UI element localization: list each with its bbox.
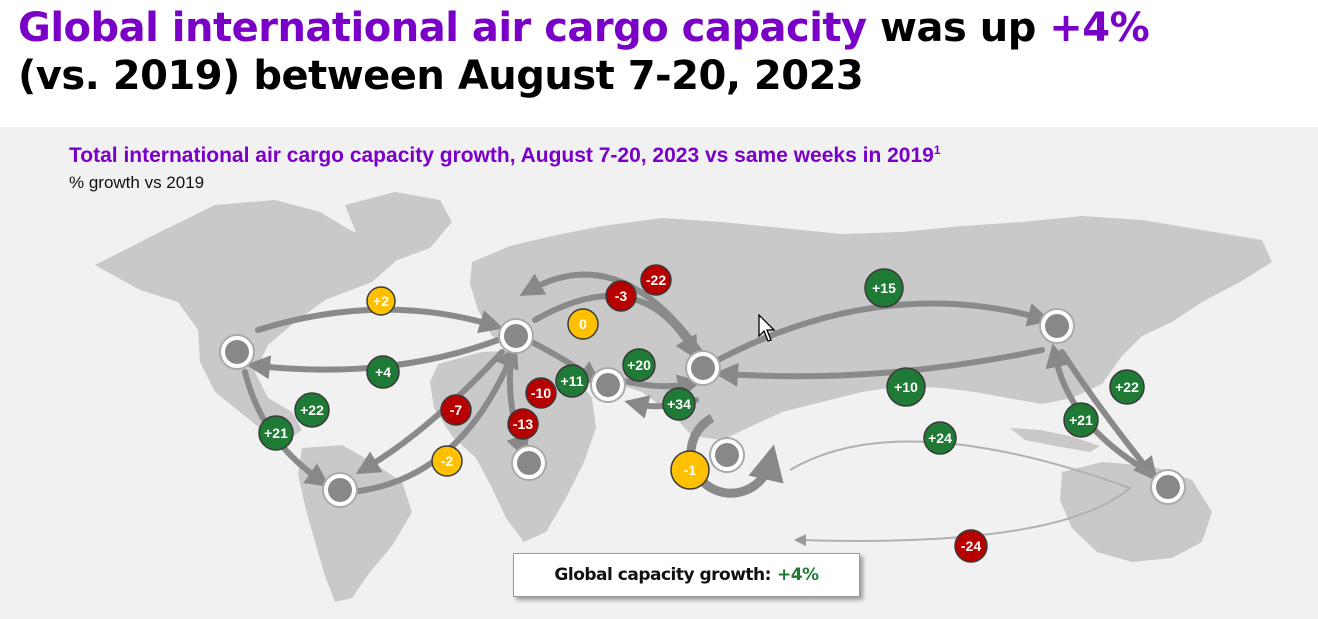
badge-af-eu: -13: [507, 408, 539, 440]
badge-sa-na: +21: [258, 415, 294, 451]
svg-text:-24: -24: [961, 538, 981, 554]
route-eu-me: [525, 337, 602, 386]
headline: Global international air cargo capacity …: [18, 4, 1268, 100]
badge-as-na: +15: [864, 268, 904, 308]
footnote-mark: 1: [933, 143, 941, 157]
svg-text:-2: -2: [441, 453, 454, 469]
badge-as-me: +34: [662, 387, 696, 421]
node-europe: [498, 318, 534, 354]
route-intra-asia: [686, 414, 784, 498]
svg-text:+15: +15: [872, 280, 896, 296]
node-latin-america: [1150, 469, 1186, 505]
svg-text:-22: -22: [646, 272, 666, 288]
svg-text:-10: -10: [531, 385, 551, 401]
headline-period: (vs. 2019) between August 7-20, 2023: [18, 53, 864, 99]
route-me-as: [617, 374, 702, 399]
route-eu-sa: [355, 349, 505, 475]
global-capacity-value: +4%: [776, 565, 819, 585]
badge-sa-eu: -2: [431, 445, 463, 477]
node-north-america: [219, 334, 255, 370]
growth-badges: +2 +4 0 -3 -22 +15 +20 +34 +11 -10 -13 -…: [258, 264, 1145, 563]
badge-asna-sa: +21: [1063, 402, 1099, 438]
node-south-america: [322, 472, 358, 508]
node-middle-east: [590, 367, 626, 403]
svg-text:-7: -7: [450, 402, 463, 418]
badge-ru-as: -22: [640, 264, 672, 296]
badge-eu-af: -10: [525, 377, 557, 409]
node-south-asia: [685, 350, 721, 386]
node-east-asia: [1039, 308, 1075, 344]
svg-text:+11: +11: [561, 373, 584, 389]
badge-eu-sa: -7: [440, 394, 472, 426]
node-southeast-asia: [709, 437, 745, 473]
svg-text:+22: +22: [300, 402, 324, 418]
chart-subtitle-text: Total international air cargo capacity g…: [69, 144, 934, 167]
svg-text:+10: +10: [894, 379, 918, 395]
route-asna-sa: [1059, 349, 1158, 482]
continent-north-america: [95, 200, 395, 440]
global-capacity-label: Global capacity growth:: [554, 565, 771, 585]
badge-eu-me: 0: [567, 308, 599, 340]
route-oceania-ring: [789, 440, 1132, 547]
svg-text:-1: -1: [684, 462, 697, 478]
badge-na-sa: +22: [294, 392, 330, 428]
badge-intra-as: -1: [670, 450, 710, 490]
badge-na-eu: +2: [366, 286, 396, 316]
chart-subtitle: Total international air cargo capacity g…: [69, 143, 941, 168]
svg-text:+20: +20: [627, 357, 651, 373]
badge-sa-oc: -24: [954, 529, 988, 563]
global-capacity-box: Global capacity growth: +4%: [513, 553, 860, 597]
svg-text:+4: +4: [375, 364, 391, 380]
svg-text:+2: +2: [373, 293, 389, 309]
node-africa: [511, 445, 547, 481]
world-map: +2 +4 0 -3 -22 +15 +20 +34 +11 -10 -13 -…: [95, 192, 1272, 602]
badge-as-oc: +24: [923, 421, 957, 455]
badge-asna-sa2: +22: [1109, 369, 1145, 405]
svg-text:-13: -13: [513, 416, 533, 432]
svg-text:+22: +22: [1115, 379, 1139, 395]
mouse-pointer-icon: [758, 314, 776, 342]
headline-percent: +4%: [1049, 5, 1150, 51]
badge-na-as: +10: [886, 367, 926, 407]
continent-greenland: [345, 192, 452, 262]
region-nodes: [219, 308, 1186, 508]
svg-text:-3: -3: [615, 288, 628, 304]
svg-text:+21: +21: [264, 425, 288, 441]
svg-text:0: 0: [579, 316, 587, 332]
svg-text:+34: +34: [667, 396, 691, 412]
headline-highlight: Global international air cargo capacity: [18, 5, 867, 51]
badge-eu-ru: -3: [605, 280, 637, 312]
route-arrows: [242, 271, 1163, 495]
chart-unit: % growth vs 2019: [69, 173, 205, 192]
headline-text: was up: [866, 5, 1050, 51]
svg-text:+21: +21: [1069, 412, 1093, 428]
route-na-as: [714, 347, 1045, 387]
continent-south-america: [298, 445, 412, 602]
badge-me-as: +20: [622, 348, 656, 382]
badge-eu-na: +4: [366, 355, 400, 389]
continent-indonesia: [1010, 428, 1100, 452]
continent-australia: [1060, 462, 1212, 562]
svg-text:+24: +24: [928, 430, 952, 446]
badge-eu-me2: +11: [555, 364, 589, 398]
